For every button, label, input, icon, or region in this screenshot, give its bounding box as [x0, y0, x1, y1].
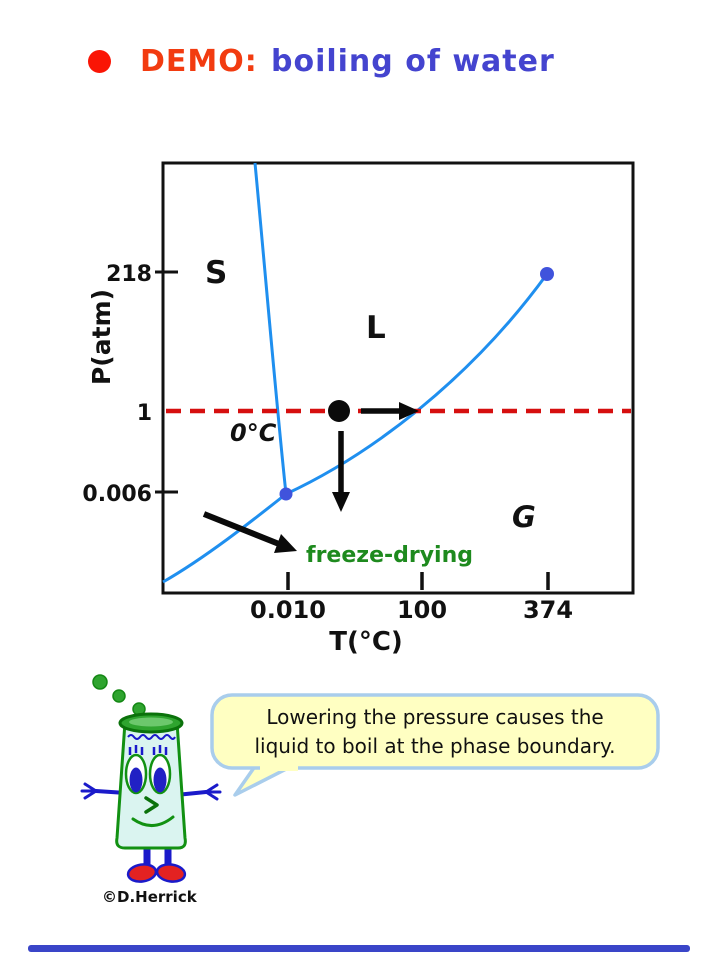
- arrow-down-icon: [332, 431, 350, 512]
- mascot-pupil: [129, 767, 143, 793]
- phase-region-label-solid: S: [205, 255, 227, 291]
- mascot-liquid-line: [127, 734, 176, 740]
- credit-text: ©D.Herrick: [102, 888, 197, 906]
- mascot-bubble-icon: [112, 689, 126, 703]
- speech-bubble-joint: [260, 763, 298, 771]
- footer-rule: [28, 945, 690, 952]
- x-axis-label: T(°C): [329, 627, 403, 657]
- speech-line-1: Lowering the pressure causes the: [266, 705, 604, 729]
- triple-point: [279, 487, 293, 501]
- y-tick-218: 218: [106, 262, 152, 287]
- plot-border: [161, 161, 635, 595]
- freeze-drying-label: freeze-drying: [306, 543, 473, 568]
- mascot-smile: [131, 815, 175, 827]
- zero-celsius-label: 0°C: [230, 419, 277, 447]
- speech-line-2: liquid to boil at the phase boundary.: [254, 734, 616, 758]
- mascot-legs: [126, 844, 187, 883]
- speech-bubble: [210, 693, 660, 797]
- y-axis-ticks: [155, 270, 178, 494]
- x-tick-100: 100: [397, 596, 447, 624]
- title-topic-label: boiling of water: [271, 44, 555, 79]
- mascot-bubble-icon: [92, 674, 108, 690]
- mascot-shoe-icon: [126, 863, 158, 883]
- x-axis-ticks: [286, 572, 550, 590]
- phase-region-label-gas: G: [512, 500, 536, 534]
- critical-point: [540, 267, 554, 281]
- x-tick-0010: 0.010: [250, 596, 326, 624]
- arrow-right-icon: [361, 402, 419, 420]
- vaporization-curve: [285, 273, 549, 496]
- state-point: [328, 400, 350, 422]
- speech-bubble-text: Lowering the pressure causes the liquid …: [212, 703, 658, 761]
- x-tick-374: 374: [523, 596, 573, 624]
- phase-region-label-liquid: L: [366, 310, 386, 346]
- beaker-mascot-icon: [80, 674, 222, 883]
- mascot-eyelashes: [128, 745, 168, 755]
- sublimation-curve: [162, 492, 287, 584]
- mascot-nose: [144, 796, 159, 814]
- y-tick-0006: 0.006: [82, 482, 152, 507]
- y-axis-label: P(atm): [87, 289, 116, 385]
- bullet-icon: [88, 50, 111, 73]
- mascot-rim-inner: [129, 717, 173, 727]
- melting-curve: [253, 162, 288, 495]
- y-tick-1: 1: [137, 401, 152, 426]
- freeze-drying-arrow-icon: [202, 511, 297, 553]
- speech-bubble-body: [210, 693, 660, 770]
- title-demo-label: DEMO:: [140, 44, 258, 79]
- mascot-shoe-icon: [155, 863, 187, 883]
- mascot-pupil: [153, 767, 167, 793]
